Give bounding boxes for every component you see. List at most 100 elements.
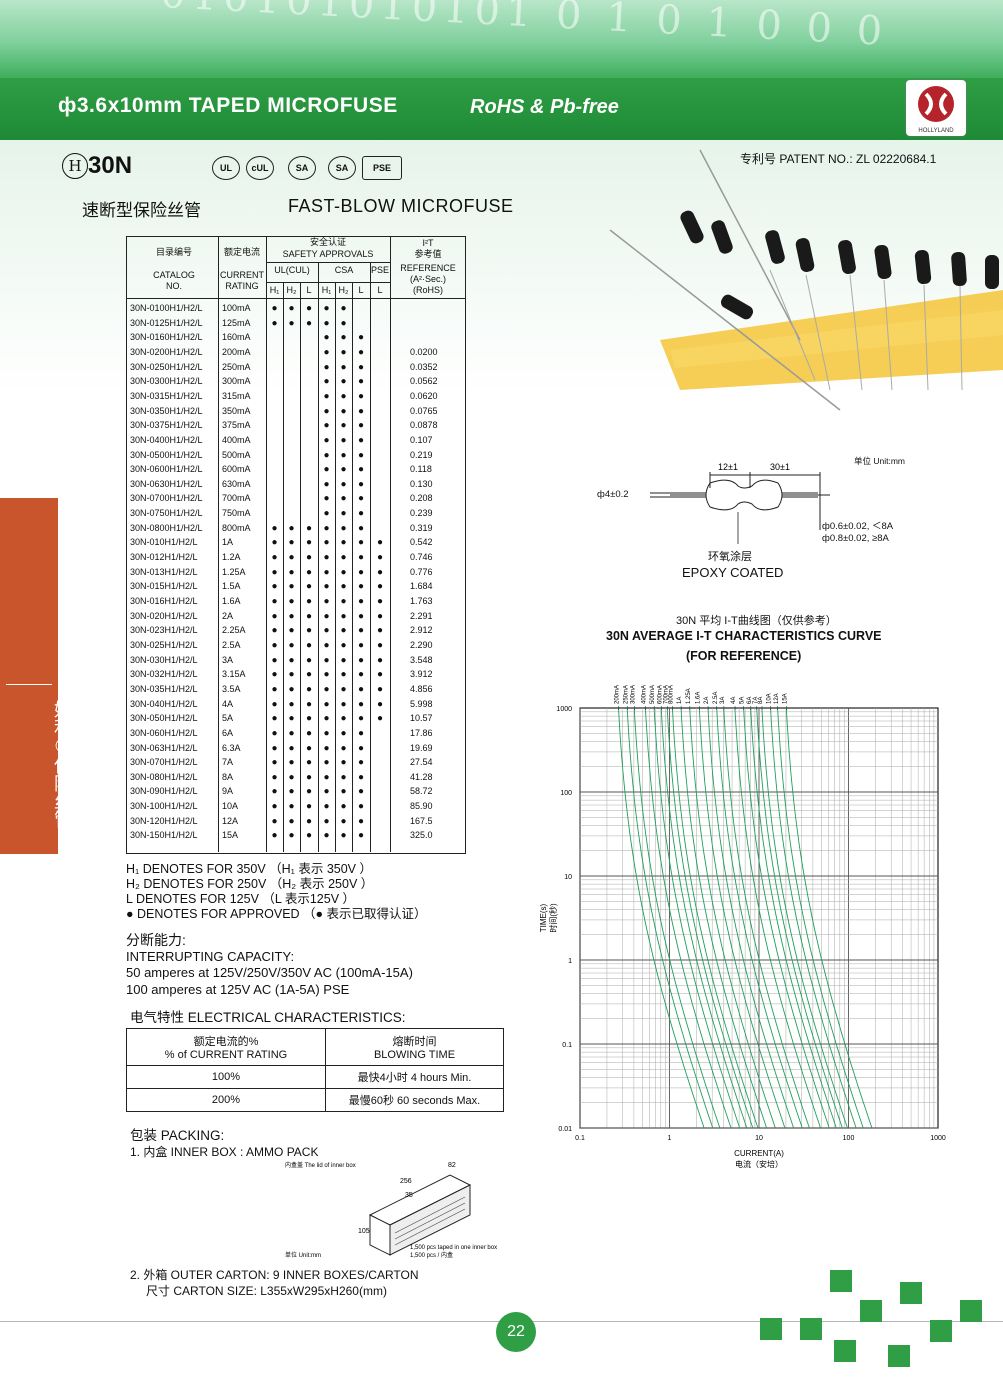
table-cell: 30N-0200H1/H2/L — [130, 346, 203, 357]
series-label: 200mA — [615, 685, 621, 704]
table-cell: 0.0765 — [410, 405, 438, 416]
x-tick-label: 0.1 — [575, 1135, 585, 1142]
curve-500mA — [653, 707, 741, 1129]
table-cell: ● — [340, 303, 347, 314]
table-cell: ● — [357, 361, 365, 373]
dim-wire-2: ф0.8±0.02, ≥8A — [822, 533, 889, 544]
dim-82: 82 — [448, 1162, 456, 1169]
ec-cell: 最慢60秒 60 seconds Max. — [325, 1088, 504, 1112]
table-cell: 30N-040H1/H2/L — [130, 698, 198, 709]
table-cell: 1.2A — [222, 552, 241, 563]
x-tick-label: 10 — [755, 1135, 763, 1142]
table-cell: ● — [288, 713, 295, 725]
table-cell: 30N-0750H1/H2/L — [130, 508, 203, 519]
table-cell: ● — [305, 639, 313, 651]
table-cell: ● — [323, 332, 330, 344]
table-cell: ● — [288, 830, 295, 842]
table-cell: ● — [271, 801, 278, 813]
table-cell: ● — [288, 566, 295, 578]
table-cell: ● — [271, 522, 278, 534]
table-cell: 30N-0400H1/H2/L — [130, 434, 203, 445]
deco-square — [900, 1282, 922, 1304]
table-cell: ● — [323, 390, 330, 402]
table-cell: 30N-012H1/H2/L — [130, 552, 198, 563]
table-cell: 10A — [222, 801, 239, 812]
curve-250mA — [626, 707, 714, 1129]
table-cell: ● — [357, 625, 365, 637]
table-cell: 167.5 — [410, 815, 433, 826]
packing-item-1: 1. 内盒 INNER BOX : AMMO PACK — [130, 1145, 319, 1159]
series-label: 400mA — [642, 685, 648, 704]
table-cell: ● — [357, 786, 365, 798]
table-cell: ● — [288, 317, 295, 329]
table-cell: 30N-0160H1/H2/L — [130, 332, 203, 343]
curve-title-en: 30N AVERAGE I-T CHARACTERISTICS CURVE — [606, 629, 882, 643]
table-cell: 6A — [222, 727, 234, 738]
table-cell: ● — [271, 581, 278, 593]
series-label: 6A — [747, 697, 753, 704]
ec-cell: 100% — [126, 1065, 326, 1089]
curve-title-cn: 30N 平均 I-T曲线图（仅供参考） — [676, 615, 837, 627]
note-h2: H₂ DENOTES FOR 250V （H₂ 表示 250V ） — [126, 877, 374, 891]
th-current-cn: 额定电流 — [223, 247, 260, 257]
ec-h2-en: BLOWING TIME — [373, 1049, 456, 1061]
table-cell: ● — [271, 727, 278, 739]
table-cell: ● — [323, 625, 330, 637]
table-cell: ● — [340, 464, 347, 476]
ec-cell: 最快4小时 4 hours Min. — [325, 1065, 504, 1089]
th-rating: RATING — [225, 281, 259, 291]
table-cell: ● — [357, 346, 365, 358]
table-cell: ● — [305, 771, 313, 783]
table-cell: ● — [288, 596, 295, 607]
table-cell: ● — [323, 478, 330, 490]
table-cell: ● — [305, 786, 313, 798]
table-cell: 30N-0125H1/H2/L — [130, 317, 203, 328]
table-cell: ● — [323, 639, 330, 651]
col-rule — [370, 262, 371, 852]
table-cell: 30N-023H1/H2/L — [130, 625, 198, 636]
th-sub-h2b: H₂ — [338, 285, 349, 295]
table-cell: ● — [288, 537, 295, 549]
table-cell: ● — [305, 757, 313, 769]
table-cell: ● — [288, 801, 295, 813]
table-cell: ● — [305, 537, 313, 549]
table-cell: ● — [271, 639, 278, 651]
table-cell: 700mA — [222, 493, 251, 504]
x-tick-label: 1 — [668, 1135, 672, 1142]
table-cell: ● — [340, 713, 347, 725]
curve-10A — [770, 707, 857, 1129]
series-label: 5A — [740, 697, 746, 704]
table-cell: ● — [288, 786, 295, 798]
table-cell: ● — [376, 639, 384, 651]
table-cell: ● — [357, 390, 365, 402]
table-cell: ● — [340, 332, 347, 344]
table-cell: ● — [340, 771, 347, 783]
side-bar — [0, 498, 58, 854]
curve-7A — [756, 707, 843, 1129]
th-current-en: CURRENT — [220, 270, 264, 280]
table-cell: 2.5A — [222, 639, 241, 650]
table-cell: ● — [323, 713, 330, 725]
table-cell: ● — [305, 654, 313, 666]
y-axis-label: TIME(s) — [540, 903, 548, 932]
table-cell: ● — [357, 596, 365, 607]
logo-text: HOLLYLAND — [918, 128, 954, 134]
table-cell: 12A — [222, 815, 239, 826]
table-cell: ● — [323, 801, 330, 813]
table-cell: ● — [376, 625, 384, 637]
table-cell: 2.912 — [410, 625, 433, 636]
table-cell: ● — [323, 405, 330, 417]
table-cell: ● — [271, 757, 278, 769]
table-cell: 3.912 — [410, 669, 433, 680]
ec-h2-cn: 熔断时间 — [392, 1036, 437, 1048]
table-cell: ● — [340, 508, 347, 520]
table-cell: ● — [340, 596, 347, 607]
table-header-rule — [126, 298, 465, 299]
table-cell: ● — [323, 449, 330, 461]
interrupting-title-cn: 分断能力: — [126, 932, 186, 948]
table-cell: 30N-0100H1/H2/L — [130, 303, 203, 313]
table-cell: ● — [323, 610, 330, 622]
table-cell: 400mA — [222, 434, 251, 445]
inner-box-drawing: 内盒盖 The lid of inner box 256 82 35 105 单… — [285, 1161, 497, 1259]
table-cell: 10.57 — [410, 713, 433, 724]
